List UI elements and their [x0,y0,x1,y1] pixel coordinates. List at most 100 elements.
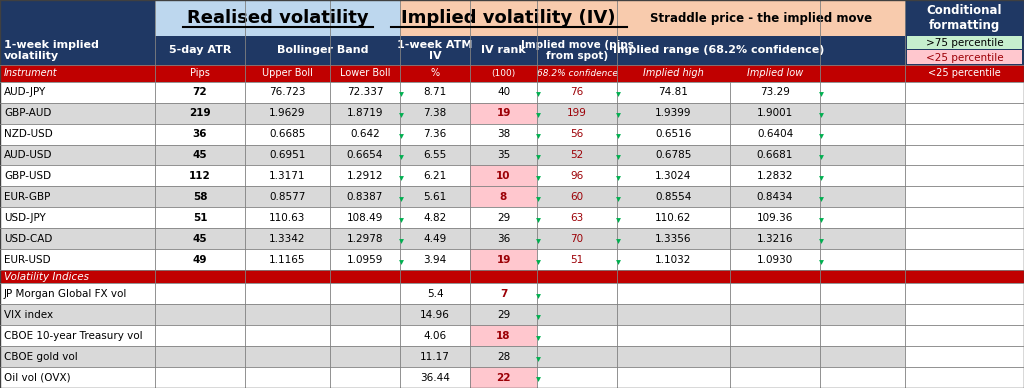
Text: Volatility Indices: Volatility Indices [4,272,89,282]
Text: 7.38: 7.38 [423,108,446,118]
FancyBboxPatch shape [470,165,537,186]
Text: 63: 63 [570,213,584,223]
Text: Implied volatility (IV): Implied volatility (IV) [401,9,615,27]
FancyBboxPatch shape [905,165,1024,186]
Text: 35: 35 [497,150,510,160]
Text: 5.61: 5.61 [423,192,446,202]
Text: 5.4: 5.4 [427,289,443,299]
FancyBboxPatch shape [820,228,905,249]
FancyBboxPatch shape [0,304,905,325]
FancyBboxPatch shape [0,270,1024,283]
FancyBboxPatch shape [905,82,1024,103]
Text: 51: 51 [570,255,584,265]
Text: 56: 56 [570,129,584,139]
Text: 73.29: 73.29 [760,87,790,97]
Text: 45: 45 [193,150,207,160]
FancyBboxPatch shape [470,367,537,388]
Text: 1.2912: 1.2912 [347,171,383,181]
Text: 29: 29 [497,310,510,320]
FancyBboxPatch shape [155,0,400,36]
Text: 36: 36 [497,234,510,244]
FancyBboxPatch shape [0,186,905,207]
Text: NZD-USD: NZD-USD [4,129,53,139]
FancyBboxPatch shape [470,249,537,270]
FancyBboxPatch shape [0,325,905,346]
Text: 3.94: 3.94 [423,255,446,265]
Text: JP Morgan Global FX vol: JP Morgan Global FX vol [4,289,127,299]
Text: Oil vol (OVX): Oil vol (OVX) [4,372,71,383]
FancyBboxPatch shape [905,249,1024,270]
Text: 49: 49 [193,255,207,265]
Text: 199: 199 [567,108,587,118]
Text: 8: 8 [500,192,507,202]
Text: 0.8387: 0.8387 [347,192,383,202]
Text: (100): (100) [492,69,516,78]
FancyBboxPatch shape [905,124,1024,145]
Text: USD-CAD: USD-CAD [4,234,52,244]
FancyBboxPatch shape [0,82,905,103]
Text: >75 percentile: >75 percentile [926,38,1004,48]
Text: 0.6654: 0.6654 [347,150,383,160]
FancyBboxPatch shape [820,124,905,145]
FancyBboxPatch shape [0,367,905,388]
Text: 110.62: 110.62 [655,213,691,223]
Text: 22: 22 [497,372,511,383]
Text: Straddle price - the implied move: Straddle price - the implied move [650,12,872,24]
Text: CBOE 10-year Treasury vol: CBOE 10-year Treasury vol [4,331,142,341]
Text: 1.2978: 1.2978 [347,234,383,244]
FancyBboxPatch shape [0,346,905,367]
Text: 40: 40 [497,87,510,97]
FancyBboxPatch shape [0,165,905,186]
FancyBboxPatch shape [905,367,1024,388]
Text: <25 percentile: <25 percentile [928,68,1000,78]
Text: 58: 58 [193,192,207,202]
FancyBboxPatch shape [0,65,1024,82]
Text: 60: 60 [570,192,584,202]
Text: 1.0930: 1.0930 [757,255,794,265]
Text: 38: 38 [497,129,510,139]
FancyBboxPatch shape [820,186,905,207]
FancyBboxPatch shape [820,0,905,36]
Text: 14.96: 14.96 [420,310,450,320]
Text: Conditional
formatting: Conditional formatting [927,4,1002,32]
Text: 70: 70 [570,234,584,244]
FancyBboxPatch shape [905,207,1024,228]
FancyBboxPatch shape [820,103,905,124]
Text: AUD-JPY: AUD-JPY [4,87,46,97]
Text: 0.6685: 0.6685 [269,129,306,139]
Text: 1.1032: 1.1032 [655,255,691,265]
Text: 1.1165: 1.1165 [269,255,306,265]
Text: 72.337: 72.337 [347,87,383,97]
FancyBboxPatch shape [905,103,1024,124]
Text: 51: 51 [193,213,207,223]
Text: 1.3171: 1.3171 [269,171,306,181]
FancyBboxPatch shape [905,325,1024,346]
Text: 76: 76 [570,87,584,97]
FancyBboxPatch shape [470,186,537,207]
FancyBboxPatch shape [820,82,905,103]
FancyBboxPatch shape [820,249,905,270]
Text: 108.49: 108.49 [347,213,383,223]
Text: CBOE gold vol: CBOE gold vol [4,352,78,362]
Text: 74.81: 74.81 [658,87,688,97]
Text: %: % [430,68,439,78]
FancyBboxPatch shape [0,0,155,36]
Text: EUR-USD: EUR-USD [4,255,50,265]
FancyBboxPatch shape [0,124,905,145]
Text: 7.36: 7.36 [423,129,446,139]
Text: 36.44: 36.44 [420,372,450,383]
Text: 45: 45 [193,234,207,244]
FancyBboxPatch shape [820,165,905,186]
Text: Implied move (pips
from spot): Implied move (pips from spot) [520,40,634,61]
Text: 1.0959: 1.0959 [347,255,383,265]
Text: EUR-GBP: EUR-GBP [4,192,50,202]
Text: 0.6404: 0.6404 [757,129,794,139]
Text: 8.71: 8.71 [423,87,446,97]
Text: Implied low: Implied low [746,68,803,78]
Text: GBP-USD: GBP-USD [4,171,51,181]
Text: 219: 219 [189,108,211,118]
Text: 6.55: 6.55 [423,150,446,160]
Text: 19: 19 [497,108,511,118]
Text: VIX index: VIX index [4,310,53,320]
Text: 18: 18 [497,331,511,341]
